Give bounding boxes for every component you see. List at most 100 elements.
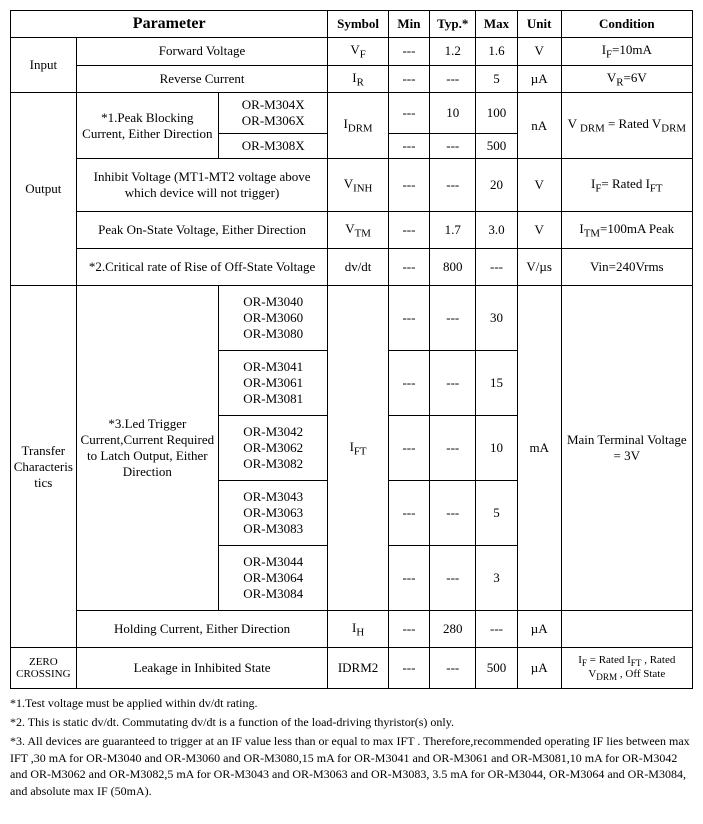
header-typ: Typ.* (430, 11, 476, 38)
unit: µA (517, 611, 561, 648)
sub-part: OR-M304X OR-M306X (218, 93, 327, 134)
typ: 280 (430, 611, 476, 648)
typ: --- (430, 481, 476, 546)
min: --- (388, 159, 430, 212)
param-label: Holding Current, Either Direction (76, 611, 328, 648)
footnote-1: *1.Test voltage must be applied within d… (10, 695, 693, 712)
typ: --- (430, 351, 476, 416)
unit: V/µs (517, 249, 561, 286)
row-critical-rate: *2.Critical rate of Rise of Off-State Vo… (11, 249, 693, 286)
section-output: Output (11, 93, 77, 286)
sub-part: OR-M3041 OR-M3061 OR-M3081 (218, 351, 327, 416)
param-label: *3.Led Trigger Current,Current Required … (76, 286, 218, 611)
row-leakage: ZERO CROSSING Leakage in Inhibited State… (11, 648, 693, 689)
max: 100 (476, 93, 518, 134)
typ: --- (430, 159, 476, 212)
header-row: Parameter Symbol Min Typ.* Max Unit Cond… (11, 11, 693, 38)
sub-part: OR-M308X (218, 134, 327, 159)
symbol: IDRM (328, 93, 388, 159)
footnote-3: *3. All devices are guaranteed to trigge… (10, 733, 693, 800)
param-label: Leakage in Inhibited State (76, 648, 328, 689)
typ: --- (430, 648, 476, 689)
typ: --- (430, 416, 476, 481)
typ: --- (430, 286, 476, 351)
max: 500 (476, 648, 518, 689)
row-peak-blocking-1: Output *1.Peak Blocking Current, Either … (11, 93, 693, 134)
max: --- (476, 611, 518, 648)
symbol: VINH (328, 159, 388, 212)
header-condition: Condition (561, 11, 692, 38)
typ: --- (430, 134, 476, 159)
param-label: Reverse Current (76, 65, 328, 93)
min: --- (388, 416, 430, 481)
max: 10 (476, 416, 518, 481)
header-unit: Unit (517, 11, 561, 38)
typ: 10 (430, 93, 476, 134)
typ: --- (430, 546, 476, 611)
min: --- (388, 93, 430, 134)
max: 3.0 (476, 212, 518, 249)
max: 500 (476, 134, 518, 159)
sub-part: OR-M3044 OR-M3064 OR-M3084 (218, 546, 327, 611)
row-holding-current: Holding Current, Either Direction IH ---… (11, 611, 693, 648)
unit: V (517, 38, 561, 66)
symbol: IH (328, 611, 388, 648)
typ: --- (430, 65, 476, 93)
min: --- (388, 611, 430, 648)
sub-part: OR-M3043 OR-M3063 OR-M3083 (218, 481, 327, 546)
condition: Main Terminal Voltage = 3V (561, 286, 692, 611)
min: --- (388, 212, 430, 249)
condition: V DRM = Rated VDRM (561, 93, 692, 159)
max: 30 (476, 286, 518, 351)
min: --- (388, 648, 430, 689)
section-transfer: Transfer Characteristics (11, 286, 77, 648)
section-input: Input (11, 38, 77, 93)
min: --- (388, 546, 430, 611)
max: --- (476, 249, 518, 286)
row-forward-voltage: Input Forward Voltage VF --- 1.2 1.6 V I… (11, 38, 693, 66)
sub-part: OR-M3040 OR-M3060 OR-M3080 (218, 286, 327, 351)
unit: V (517, 159, 561, 212)
header-symbol: Symbol (328, 11, 388, 38)
param-label: *1.Peak Blocking Current, Either Directi… (76, 93, 218, 159)
symbol: VF (328, 38, 388, 66)
symbol: VTM (328, 212, 388, 249)
condition: ITM=100mA Peak (561, 212, 692, 249)
row-inhibit-voltage: Inhibit Voltage (MT1-MT2 voltage above w… (11, 159, 693, 212)
min: --- (388, 286, 430, 351)
section-zero: ZERO CROSSING (11, 648, 77, 689)
condition (561, 611, 692, 648)
typ: 800 (430, 249, 476, 286)
condition: IF=10mA (561, 38, 692, 66)
min: --- (388, 249, 430, 286)
max: 3 (476, 546, 518, 611)
header-max: Max (476, 11, 518, 38)
datasheet-table: Parameter Symbol Min Typ.* Max Unit Cond… (10, 10, 693, 689)
symbol: dv/dt (328, 249, 388, 286)
param-label: Forward Voltage (76, 38, 328, 66)
max: 5 (476, 481, 518, 546)
unit: V (517, 212, 561, 249)
max: 5 (476, 65, 518, 93)
min: --- (388, 65, 430, 93)
max: 20 (476, 159, 518, 212)
min: --- (388, 351, 430, 416)
symbol: IFT (328, 286, 388, 611)
row-peak-on-state: Peak On-State Voltage, Either Direction … (11, 212, 693, 249)
row-reverse-current: Reverse Current IR --- --- 5 µA VR=6V (11, 65, 693, 93)
condition: Vin=240Vrms (561, 249, 692, 286)
condition: IF = Rated IFT , Rated VDRM , Off State (561, 648, 692, 689)
unit: µA (517, 648, 561, 689)
sub-part: OR-M3042 OR-M3062 OR-M3082 (218, 416, 327, 481)
typ: 1.2 (430, 38, 476, 66)
param-label: Peak On-State Voltage, Either Direction (76, 212, 328, 249)
max: 1.6 (476, 38, 518, 66)
max: 15 (476, 351, 518, 416)
condition: VR=6V (561, 65, 692, 93)
min: --- (388, 134, 430, 159)
footnote-2: *2. This is static dv/dt. Commutating dv… (10, 714, 693, 731)
min: --- (388, 38, 430, 66)
symbol: IDRM2 (328, 648, 388, 689)
row-trigger-g0: Transfer Characteristics *3.Led Trigger … (11, 286, 693, 351)
param-label: *2.Critical rate of Rise of Off-State Vo… (76, 249, 328, 286)
